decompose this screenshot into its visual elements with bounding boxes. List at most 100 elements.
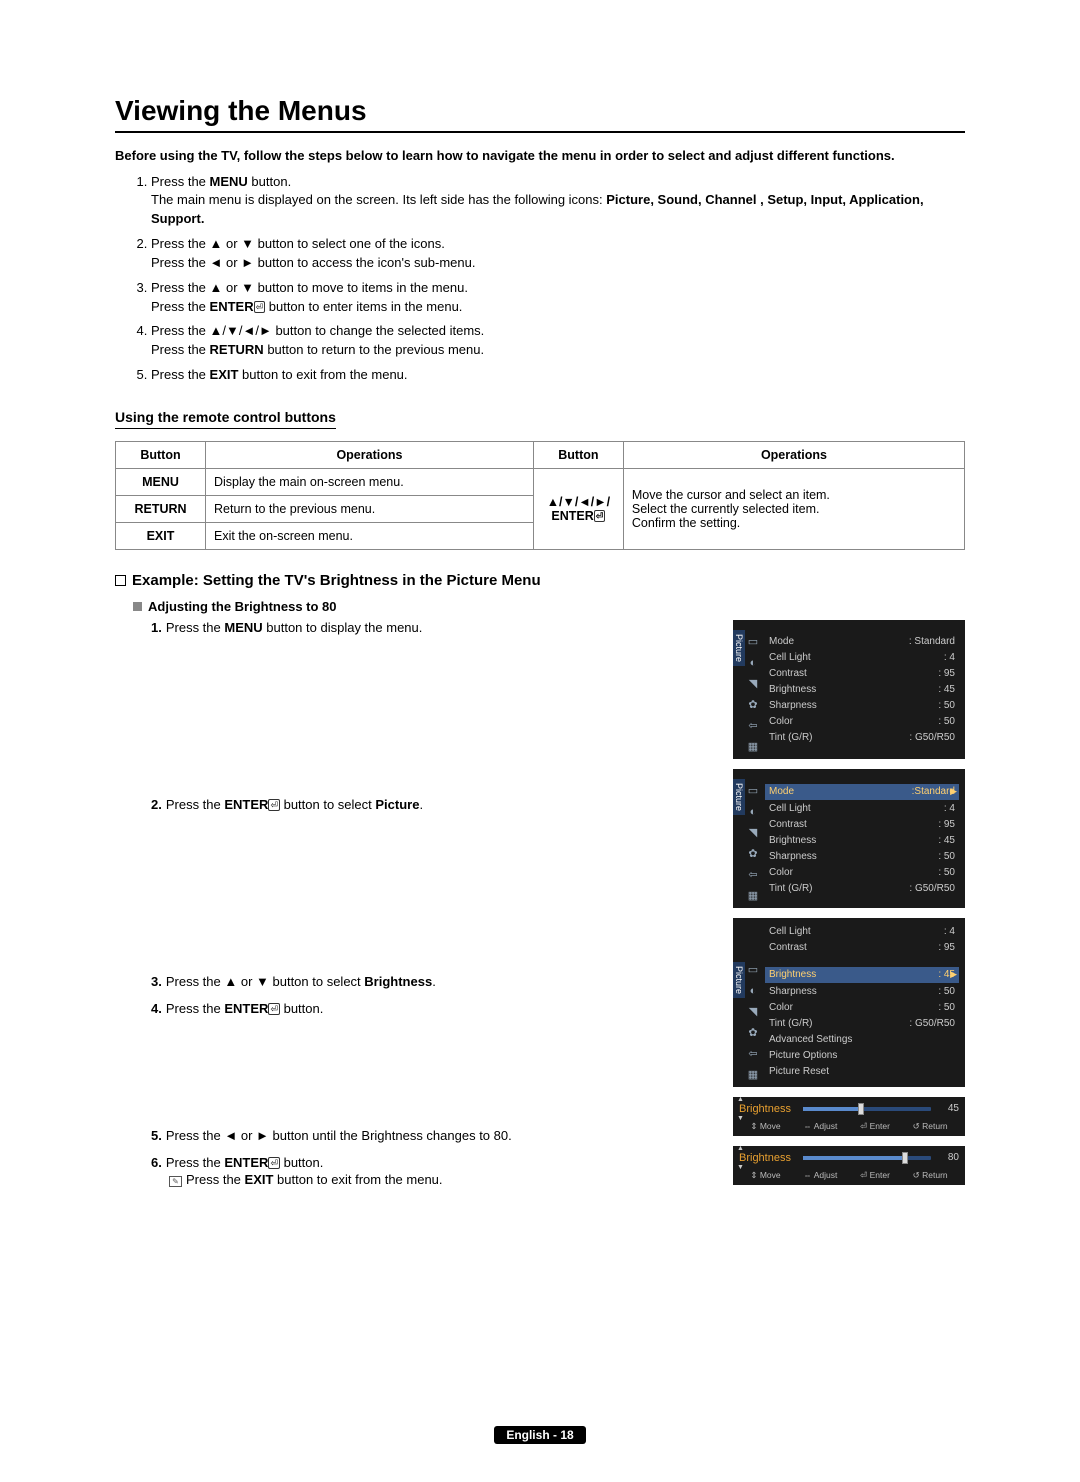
tv-panel-2: Picture ▭ ◐ ◥ ✿ ⇦ ▦ Mode:Standard ▶ [733, 769, 965, 908]
arrow-right-icon: ▶ [950, 969, 957, 980]
tv-row: Advanced Settings [767, 1032, 957, 1048]
tv-tab-picture: Picture [733, 962, 745, 998]
bullet-icon [133, 602, 142, 611]
picture-icon: ▭ [746, 785, 760, 797]
tv-row: Picture Reset [767, 1064, 957, 1080]
enter-icon: ⏎ [268, 1157, 280, 1169]
btn-arrows-enter: ▲/▼/◄/►/ ENTER⏎ [533, 468, 623, 549]
page-number: English - 18 [494, 1426, 585, 1444]
ex-step-5: 5.Press the ◄ or ► button until the Brig… [151, 1128, 713, 1143]
tv-row: Color: 50 [767, 865, 957, 881]
setup-icon: ✿ [746, 848, 760, 860]
sound-icon: ◐ [746, 657, 760, 669]
ex-step-2: 2.Press the ENTER⏎ button to select Pict… [151, 797, 713, 812]
tv-row: Contrast: 95 [767, 817, 957, 833]
op-menu: Display the main on-screen menu. [206, 468, 534, 495]
tv-row: Picture Options [767, 1048, 957, 1064]
input-icon: ⇦ [746, 869, 760, 881]
tv-row: Color: 50 [767, 714, 957, 730]
slider-track [803, 1156, 931, 1160]
slider-panel-45: ▲ Brightness ▼ 45 ⇕ Move ⇔ Adjust ⏎ Ente… [733, 1097, 965, 1136]
slider-help: ⇕ Move ⇔ Adjust ⏎ Enter ↺ Return [739, 1168, 959, 1181]
app-icon: ▦ [746, 741, 760, 753]
input-icon: ⇦ [746, 720, 760, 732]
ex-step-1: 1.Press the MENU button to display the m… [151, 620, 713, 635]
slider-label: ▲ Brightness ▼ [739, 1152, 797, 1164]
slider-thumb [902, 1152, 908, 1164]
main-steps-list: Press the MENU button. The main menu is … [137, 173, 965, 385]
remote-heading: Using the remote control buttons [115, 409, 336, 429]
tv-row: Brightness: 45 [767, 682, 957, 698]
checkbox-icon [115, 575, 126, 586]
input-icon: ⇦ [746, 1048, 760, 1060]
tv-row: Cell Light: 4 [767, 924, 957, 940]
step-5: Press the EXIT button to exit from the m… [151, 366, 965, 385]
channel-icon: ◥ [746, 1006, 760, 1018]
op-exit: Exit the on-screen menu. [206, 522, 534, 549]
tv-panel-3: Cell Light: 4 Contrast: 95 Picture ▭ ◐ ◥… [733, 918, 965, 1087]
tv-row: Cell Light: 4 [767, 801, 957, 817]
tv-row: Sharpness: 50 [767, 984, 957, 1000]
step-2: Press the ▲ or ▼ button to select one of… [151, 235, 965, 273]
tv-row: Contrast: 95 [767, 666, 957, 682]
tv-panel-1: Picture ▭ ◐ ◥ ✿ ⇦ ▦ Mode: Standard Cell … [733, 620, 965, 759]
app-icon: ▦ [746, 890, 760, 902]
tv-row: Tint (G/R): G50/R50 [767, 881, 957, 897]
sound-icon: ◐ [746, 806, 760, 818]
step-4: Press the ▲/▼/◄/► button to change the s… [151, 322, 965, 360]
tv-row-selected: Mode:Standard ▶ [765, 784, 959, 800]
slider-help: ⇕ Move ⇔ Adjust ⏎ Enter ↺ Return [739, 1119, 959, 1132]
tv-row: Sharpness: 50 [767, 849, 957, 865]
tv-row: Color: 50 [767, 1000, 957, 1016]
page-footer: English - 18 [0, 1426, 1080, 1444]
page-title: Viewing the Menus [115, 95, 965, 133]
op-arrows-enter: Move the cursor and select an item. Sele… [623, 468, 964, 549]
note-icon: ✎ [169, 1176, 182, 1187]
picture-icon: ▭ [746, 636, 760, 648]
setup-icon: ✿ [746, 699, 760, 711]
example-heading: Example: Setting the TV's Brightness in … [115, 572, 965, 589]
enter-icon: ⏎ [594, 510, 606, 522]
ex-step-4: 4.Press the ENTER⏎ button. [151, 1001, 713, 1016]
channel-icon: ◥ [746, 678, 760, 690]
setup-icon: ✿ [746, 1027, 760, 1039]
tv-tab-picture: Picture [733, 630, 745, 666]
tv-row: Brightness: 45 [767, 833, 957, 849]
picture-icon: ▭ [746, 964, 760, 976]
sound-icon: ◐ [746, 985, 760, 997]
slider-value: 80 [937, 1152, 959, 1163]
tv-tab-picture: Picture [733, 779, 745, 815]
btn-exit: EXIT [116, 522, 206, 549]
th-ops-1: Operations [206, 441, 534, 468]
control-table: Button Operations Button Operations MENU… [115, 441, 965, 550]
tv-row: Tint (G/R): G50/R50 [767, 1016, 957, 1032]
th-ops-2: Operations [623, 441, 964, 468]
th-button-1: Button [116, 441, 206, 468]
example-steps: 1.Press the MENU button to display the m… [115, 620, 713, 1199]
slider-value: 45 [937, 1103, 959, 1114]
btn-return: RETURN [116, 495, 206, 522]
adjust-heading: Adjusting the Brightness to 80 [133, 599, 965, 614]
tv-row: Mode: Standard [767, 634, 957, 650]
btn-menu: MENU [116, 468, 206, 495]
slider-track [803, 1107, 931, 1111]
step-1: Press the MENU button. The main menu is … [151, 173, 965, 230]
slider-panel-80: ▲ Brightness ▼ 80 ⇕ Move ⇔ Adjust ⏎ Ente… [733, 1146, 965, 1185]
enter-icon: ⏎ [254, 301, 266, 313]
slider-label: ▲ Brightness ▼ [739, 1103, 797, 1115]
intro-text: Before using the TV, follow the steps be… [115, 147, 965, 165]
enter-icon: ⏎ [268, 799, 280, 811]
tv-row-selected: Brightness: 45 ▶ [765, 967, 959, 983]
enter-icon: ⏎ [268, 1003, 280, 1015]
tv-row: Tint (G/R): G50/R50 [767, 730, 957, 746]
channel-icon: ◥ [746, 827, 760, 839]
app-icon: ▦ [746, 1069, 760, 1081]
tv-row: Sharpness: 50 [767, 698, 957, 714]
arrow-right-icon: ▶ [950, 786, 957, 797]
tv-row: Contrast: 95 [767, 940, 957, 956]
ex-step-6: 6.Press the ENTER⏎ button. ✎Press the EX… [151, 1155, 713, 1187]
op-return: Return to the previous menu. [206, 495, 534, 522]
th-button-2: Button [533, 441, 623, 468]
tv-row: Cell Light: 4 [767, 650, 957, 666]
step-3: Press the ▲ or ▼ button to move to items… [151, 279, 965, 317]
